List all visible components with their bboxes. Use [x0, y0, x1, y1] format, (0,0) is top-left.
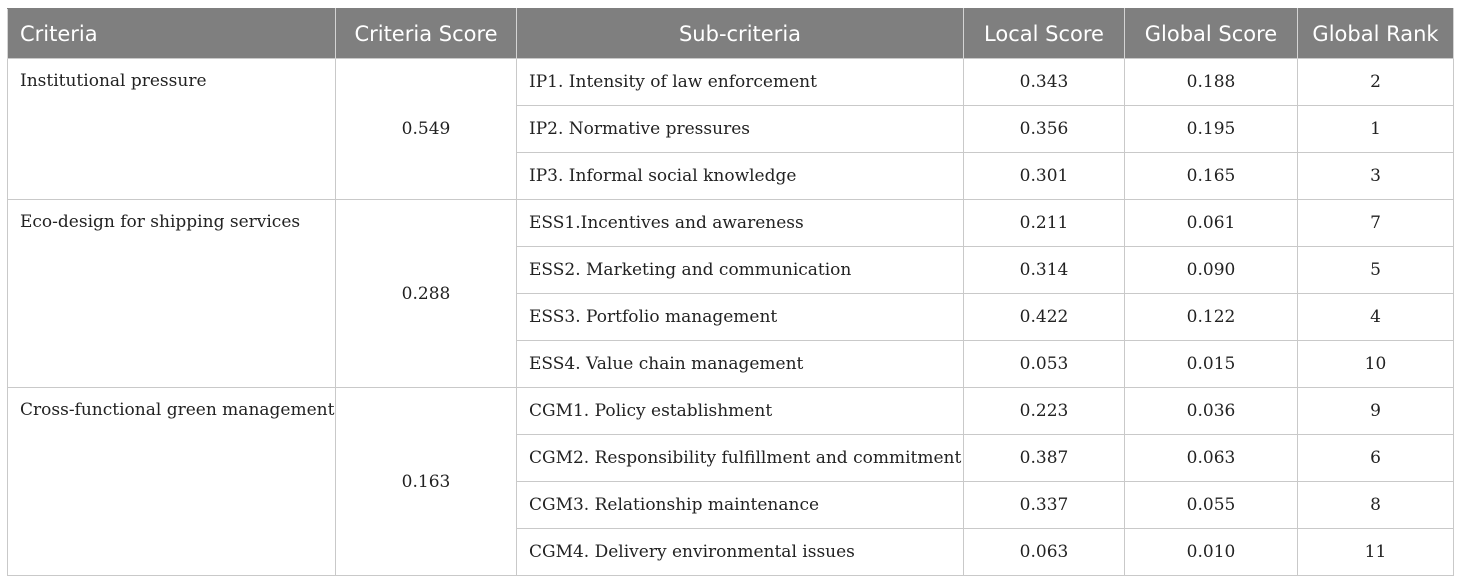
- global-score-cell: 0.122: [1124, 293, 1298, 341]
- table-body: Institutional pressure 0.549 IP1. Intens…: [7, 58, 1454, 576]
- header-row: Criteria Criteria Score Sub-criteria Loc…: [7, 8, 1454, 59]
- local-score-cell: 0.211: [963, 199, 1125, 247]
- sub-criteria-cell: CGM3. Relationship maintenance: [516, 481, 964, 529]
- global-rank-cell: 7: [1297, 199, 1454, 247]
- table-row: CGM4. Delivery environmental issues 0.06…: [8, 528, 1454, 576]
- criteria-cell: Eco-design for shipping services: [7, 199, 336, 388]
- global-rank-cell: 9: [1297, 387, 1454, 435]
- header-criteria-score: Criteria Score: [335, 8, 517, 59]
- local-score-cell: 0.063: [963, 528, 1125, 576]
- local-score-cell: 0.343: [963, 58, 1125, 106]
- local-score-cell: 0.422: [963, 293, 1125, 341]
- global-rank-cell: 2: [1297, 58, 1454, 106]
- global-score-cell: 0.061: [1124, 199, 1298, 247]
- sub-criteria-cell: CGM2. Responsibility fulfillment and com…: [516, 434, 964, 482]
- header-global-rank: Global Rank: [1297, 8, 1454, 59]
- table-row: IP3. Informal social knowledge 0.301 0.1…: [8, 152, 1454, 200]
- sub-criteria-cell: IP3. Informal social knowledge: [516, 152, 964, 200]
- header-criteria: Criteria: [7, 8, 336, 59]
- global-score-cell: 0.063: [1124, 434, 1298, 482]
- sub-criteria-cell: ESS4. Value chain management: [516, 340, 964, 388]
- criteria-score-cell: 0.549: [335, 58, 517, 200]
- criteria-score-cell: 0.163: [335, 387, 517, 576]
- sub-criteria-cell: IP1. Intensity of law enforcement: [516, 58, 964, 106]
- table-row: ESS4. Value chain management 0.053 0.015…: [8, 340, 1454, 388]
- global-rank-cell: 8: [1297, 481, 1454, 529]
- criteria-cell: Cross-functional green management: [7, 387, 336, 576]
- local-score-cell: 0.314: [963, 246, 1125, 294]
- table-row: ESS3. Portfolio management 0.422 0.122 4: [8, 293, 1454, 341]
- global-rank-cell: 10: [1297, 340, 1454, 388]
- table-row: CGM3. Relationship maintenance 0.337 0.0…: [8, 481, 1454, 529]
- global-rank-cell: 5: [1297, 246, 1454, 294]
- table-row: IP2. Normative pressures 0.356 0.195 1: [8, 105, 1454, 153]
- global-score-cell: 0.015: [1124, 340, 1298, 388]
- criteria-table-container: Criteria Criteria Score Sub-criteria Loc…: [7, 8, 1454, 576]
- table-header: Criteria Criteria Score Sub-criteria Loc…: [7, 8, 1454, 59]
- criteria-table: Criteria Criteria Score Sub-criteria Loc…: [7, 8, 1454, 576]
- criteria-score-cell: 0.288: [335, 199, 517, 388]
- sub-criteria-cell: ESS3. Portfolio management: [516, 293, 964, 341]
- table-row: ESS2. Marketing and communication 0.314 …: [8, 246, 1454, 294]
- local-score-cell: 0.387: [963, 434, 1125, 482]
- global-score-cell: 0.188: [1124, 58, 1298, 106]
- table-row: Eco-design for shipping services 0.288 E…: [7, 199, 1454, 388]
- local-score-cell: 0.356: [963, 105, 1125, 153]
- sub-criteria-cell: CGM1. Policy establishment: [516, 387, 964, 435]
- local-score-cell: 0.301: [963, 152, 1125, 200]
- local-score-cell: 0.223: [963, 387, 1125, 435]
- global-score-cell: 0.165: [1124, 152, 1298, 200]
- sub-criteria-cell: IP2. Normative pressures: [516, 105, 964, 153]
- global-score-cell: 0.090: [1124, 246, 1298, 294]
- header-local-score: Local Score: [963, 8, 1125, 59]
- criteria-cell: Institutional pressure: [7, 58, 336, 200]
- table-row: CGM2. Responsibility fulfillment and com…: [8, 434, 1454, 482]
- global-rank-cell: 4: [1297, 293, 1454, 341]
- header-sub-criteria: Sub-criteria: [516, 8, 964, 59]
- global-score-cell: 0.036: [1124, 387, 1298, 435]
- global-rank-cell: 1: [1297, 105, 1454, 153]
- global-rank-cell: 6: [1297, 434, 1454, 482]
- table-row: Cross-functional green management 0.163 …: [7, 387, 1454, 576]
- sub-criteria-cell: CGM4. Delivery environmental issues: [516, 528, 964, 576]
- global-rank-cell: 11: [1297, 528, 1454, 576]
- local-score-cell: 0.337: [963, 481, 1125, 529]
- global-score-cell: 0.055: [1124, 481, 1298, 529]
- local-score-cell: 0.053: [963, 340, 1125, 388]
- global-score-cell: 0.010: [1124, 528, 1298, 576]
- header-global-score: Global Score: [1124, 8, 1298, 59]
- sub-criteria-cell: ESS2. Marketing and communication: [516, 246, 964, 294]
- global-score-cell: 0.195: [1124, 105, 1298, 153]
- global-rank-cell: 3: [1297, 152, 1454, 200]
- sub-criteria-cell: ESS1.Incentives and awareness: [516, 199, 964, 247]
- table-row: Institutional pressure 0.549 IP1. Intens…: [7, 58, 1454, 200]
